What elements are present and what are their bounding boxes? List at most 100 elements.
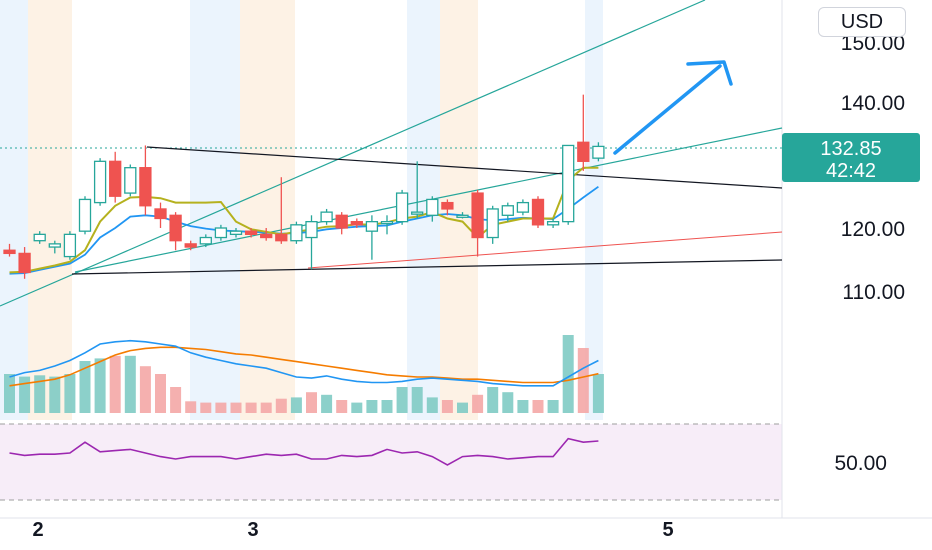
session-band — [190, 0, 240, 420]
volume-bar — [381, 400, 393, 413]
volume-bar — [502, 392, 514, 413]
candle-body — [426, 198, 439, 216]
candle-body — [124, 167, 137, 194]
candle-body — [260, 233, 273, 239]
volume-bar — [4, 374, 15, 413]
price-ma-fast — [9, 185, 599, 275]
candle-body — [411, 211, 424, 215]
last-price-tag-bg — [782, 133, 920, 182]
triangle-upper-line — [146, 146, 783, 189]
volume-bar — [472, 394, 484, 413]
candle-body — [531, 198, 545, 226]
grid-lines — [0, 0, 932, 519]
volume-bar — [230, 402, 242, 413]
candle-body — [456, 214, 469, 218]
candle-body — [592, 145, 605, 159]
volume-bar — [139, 366, 151, 413]
candle-body — [501, 205, 514, 216]
candle-body — [290, 224, 303, 242]
volume-bar — [351, 402, 363, 413]
trend-drawings — [0, 0, 783, 307]
candle-body — [3, 249, 16, 255]
volume-bar — [517, 400, 529, 413]
candle-body — [109, 160, 122, 197]
volume-ma-slow — [9, 346, 599, 387]
volume-bar — [321, 394, 333, 413]
forecast-arrow[interactable] — [613, 60, 733, 155]
price-axis[interactable]: 150.00 140.00 120.00 110.00 50.00 — [834, 32, 905, 475]
volume-bar — [306, 392, 317, 413]
triangle-lower-line — [71, 259, 783, 275]
rsi-zone — [0, 424, 782, 500]
candle-body — [48, 243, 61, 248]
candle-body — [486, 208, 499, 239]
candle-body — [275, 233, 288, 242]
volume-bar — [547, 400, 559, 413]
volume-moving-averages — [9, 339, 599, 387]
volume-bar — [245, 402, 257, 413]
candle-body — [320, 211, 333, 223]
price-tick-label: 120.00 — [841, 218, 905, 241]
candle-body — [199, 236, 212, 245]
candle-body — [139, 167, 152, 207]
candle-body — [562, 144, 575, 223]
volume-bar — [396, 387, 408, 413]
candles — [3, 94, 605, 279]
arrow-head — [686, 60, 733, 86]
rsi-line — [9, 437, 599, 466]
last-price-tag: 132.85 42:42 — [782, 133, 920, 182]
candle-body — [214, 227, 228, 239]
currency-button[interactable]: USD — [818, 7, 906, 37]
price-ma-slow — [9, 166, 599, 274]
volume-bar — [19, 376, 31, 413]
candle-body — [169, 214, 182, 242]
candle-body — [244, 230, 258, 236]
candle-body — [441, 201, 454, 210]
volume-bar — [457, 402, 468, 413]
candle-body — [471, 192, 484, 239]
volume-bar — [260, 402, 272, 413]
volume-bar — [170, 387, 182, 413]
volume-bar — [290, 397, 302, 413]
volume-bar — [336, 400, 348, 413]
candle-body — [305, 220, 318, 239]
candle-body — [78, 198, 92, 232]
candle-body — [395, 192, 409, 223]
rsi-polyline — [9, 437, 599, 466]
upper-channel-line — [0, 0, 706, 307]
volume-bar — [411, 387, 423, 413]
session-band — [240, 0, 295, 420]
candle-body — [516, 201, 530, 213]
candle-body — [546, 220, 560, 226]
rsi-background — [0, 423, 782, 501]
volume-bar — [441, 400, 453, 413]
session-band — [585, 0, 603, 420]
time-axis[interactable]: 2 3 5 — [32, 519, 673, 541]
volume-bar — [592, 374, 604, 413]
candle-body — [365, 220, 379, 232]
rsi-tick-label: 50.00 — [834, 452, 887, 475]
volume-bar — [426, 397, 438, 413]
volume-bar — [34, 375, 46, 413]
volume-bar — [200, 402, 212, 413]
candle-body — [93, 160, 107, 204]
bar-countdown: 42:42 — [826, 160, 876, 182]
volume-bar — [155, 374, 166, 413]
volume-bar — [532, 400, 544, 413]
volume-bar — [49, 376, 61, 413]
volume-bar — [94, 358, 106, 413]
volume-bar — [366, 400, 378, 413]
volume-bar — [562, 335, 574, 413]
candle-body — [350, 220, 363, 226]
volume-bar — [577, 348, 589, 413]
price-tick-label: 110.00 — [842, 281, 905, 304]
support-line — [307, 231, 783, 269]
candle-body — [63, 233, 77, 258]
session-band — [0, 0, 28, 420]
volume-bar — [109, 355, 121, 413]
candle-body — [335, 214, 348, 229]
price-tick-label: 150.00 — [841, 32, 905, 55]
volume-bar — [185, 401, 197, 413]
